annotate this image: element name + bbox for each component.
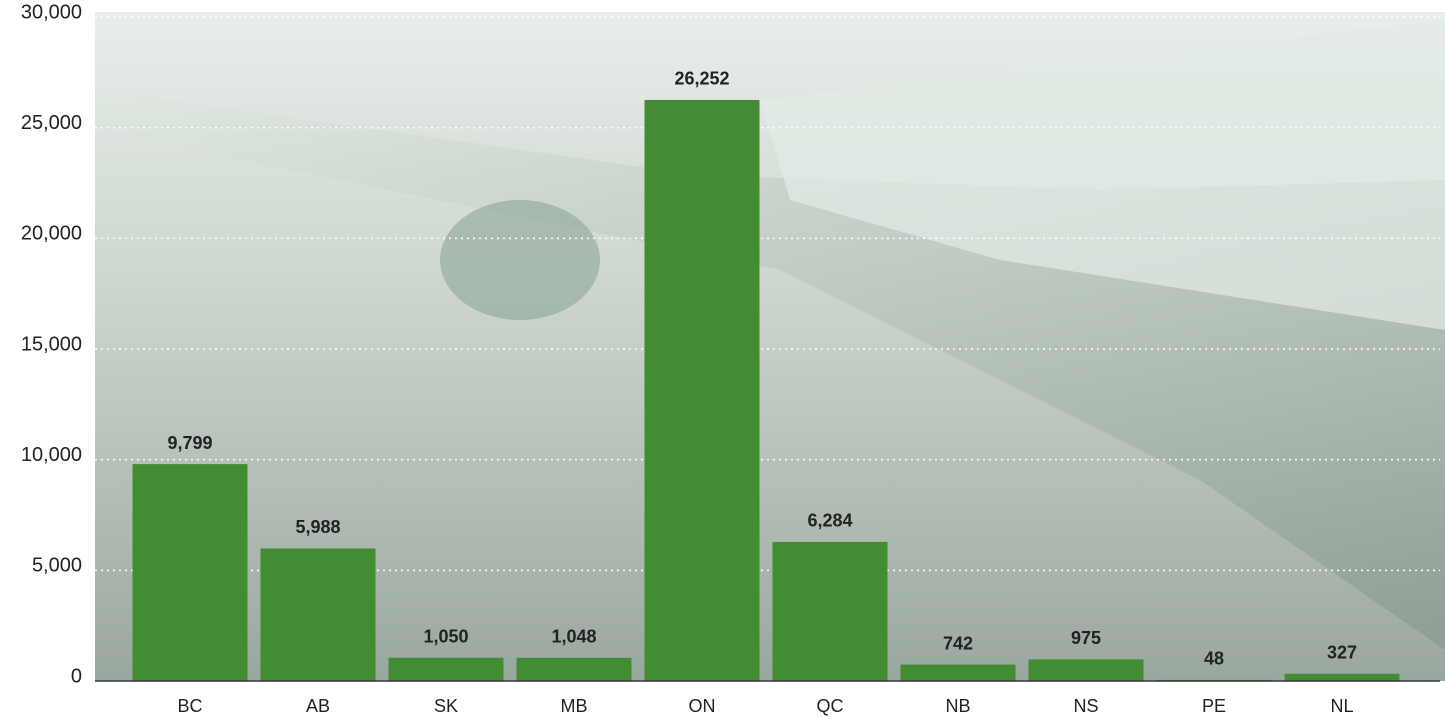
value-label: 1,050 — [423, 627, 468, 647]
plane-fuselage — [760, 20, 1445, 330]
x-tick-label: NS — [1073, 696, 1098, 716]
value-label: 5,988 — [295, 517, 340, 537]
y-tick-label: 25,000 — [21, 112, 82, 134]
value-label: 1,048 — [551, 627, 596, 647]
y-tick-label: 0 — [71, 665, 82, 687]
value-label: 327 — [1327, 643, 1357, 663]
plane-engine — [440, 200, 600, 320]
x-tick-label: PE — [1202, 696, 1226, 716]
y-tick-label: 15,000 — [21, 333, 82, 355]
x-tick-label: ON — [689, 696, 716, 716]
bar — [516, 657, 632, 681]
value-label: 6,284 — [807, 511, 852, 531]
y-tick-label: 10,000 — [21, 444, 82, 466]
y-tick-label: 5,000 — [32, 555, 82, 577]
bar — [900, 664, 1016, 681]
bar — [772, 541, 888, 681]
y-tick-label: 30,000 — [21, 1, 82, 23]
bar — [388, 657, 504, 681]
bar — [132, 464, 248, 681]
value-label: 9,799 — [167, 433, 212, 453]
x-tick-label: SK — [434, 696, 458, 716]
bar — [1028, 659, 1144, 681]
bar — [1284, 673, 1400, 681]
bar — [260, 548, 376, 681]
x-tick-label: MB — [561, 696, 588, 716]
value-label: 48 — [1204, 649, 1224, 669]
bar — [644, 99, 760, 681]
x-tick-label: NB — [945, 696, 970, 716]
value-label: 26,252 — [674, 69, 729, 89]
y-tick-label: 20,000 — [21, 223, 82, 245]
value-label: 742 — [943, 633, 973, 653]
value-label: 975 — [1071, 628, 1101, 648]
x-tick-label: AB — [306, 696, 330, 716]
x-tick-label: QC — [817, 696, 844, 716]
x-tick-label: NL — [1330, 696, 1353, 716]
bars — [132, 99, 1400, 681]
x-tick-label: BC — [177, 696, 202, 716]
